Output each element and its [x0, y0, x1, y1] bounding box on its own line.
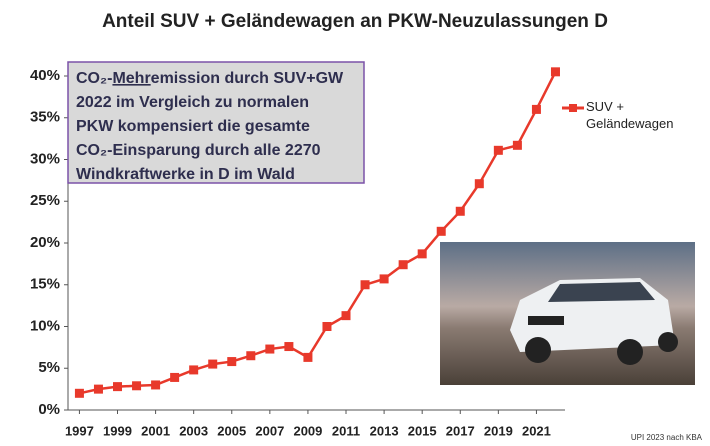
point: [303, 352, 313, 362]
point: [170, 372, 180, 382]
point: [398, 260, 408, 270]
point: [113, 382, 123, 392]
y-tick-label: 0%: [38, 401, 60, 418]
point: [132, 381, 142, 391]
point: [531, 104, 541, 114]
x-tick-label: 2021: [522, 423, 551, 438]
y-tick-label: 5%: [38, 359, 60, 376]
y-tick-label: 25%: [30, 192, 60, 209]
point: [265, 344, 275, 354]
point: [436, 226, 446, 236]
x-tick-label: 1999: [103, 423, 132, 438]
point: [341, 311, 351, 321]
annotation-line: 2022 im Vergleich zu normalen: [76, 94, 309, 111]
point: [93, 384, 103, 394]
point: [512, 140, 522, 150]
point: [208, 359, 218, 369]
x-tick-label: 2015: [408, 423, 437, 438]
photo: [440, 242, 695, 385]
annotation-line: PKW kompensiert die gesamte: [76, 118, 310, 135]
annotation-line: CO₂-Einsparung durch alle 2270: [76, 142, 321, 159]
point: [322, 322, 332, 331]
point: [227, 357, 237, 367]
x-tick-label: 2019: [484, 423, 513, 438]
y-tick-label: 40%: [30, 67, 60, 84]
point: [151, 380, 161, 390]
x-tick-label: 2013: [370, 423, 399, 438]
point: [284, 342, 294, 352]
legend-marker: [569, 104, 577, 112]
y-tick-label: 10%: [30, 317, 60, 334]
point: [246, 351, 256, 361]
annotation-part: emission durch SUV+GW: [151, 70, 344, 87]
y-tick-label: 20%: [30, 234, 60, 251]
source: UPI 2023 nach KBA: [631, 433, 703, 442]
point: [74, 388, 84, 398]
point: [379, 274, 389, 284]
point: [360, 280, 370, 290]
annotation-line: Windkraftwerke in D im Wald: [76, 166, 295, 183]
annotation-line: CO₂-Mehremission durch SUV+GW: [76, 70, 344, 87]
x-tick-label: 2007: [255, 423, 284, 438]
x-tick-label: 2011: [332, 423, 360, 438]
point: [455, 206, 465, 216]
y-tick-label: 30%: [30, 150, 60, 167]
x-tick-label: 2003: [179, 423, 208, 438]
annotation-box: [67, 61, 365, 184]
point: [550, 67, 560, 77]
point: [189, 365, 199, 375]
annotation-part: CO₂-: [76, 70, 112, 87]
point: [493, 145, 503, 155]
x-tick-label: 2009: [293, 423, 322, 438]
point: [474, 179, 484, 189]
chart-title: Anteil SUV + Geländewagen an PKW-Neuzula…: [102, 11, 608, 32]
annotation-part: Mehr: [112, 70, 150, 87]
y-tick-label: 15%: [30, 276, 60, 293]
legend-label: SUV + Geländewagen: [586, 99, 674, 131]
point: [417, 249, 427, 259]
x-tick-label: 2017: [446, 423, 475, 438]
x-tick-label: 2005: [217, 423, 246, 438]
y-tick-label: 35%: [30, 109, 60, 126]
x-tick-label: 1997: [65, 423, 94, 438]
x-tick-label: 2001: [141, 423, 170, 438]
